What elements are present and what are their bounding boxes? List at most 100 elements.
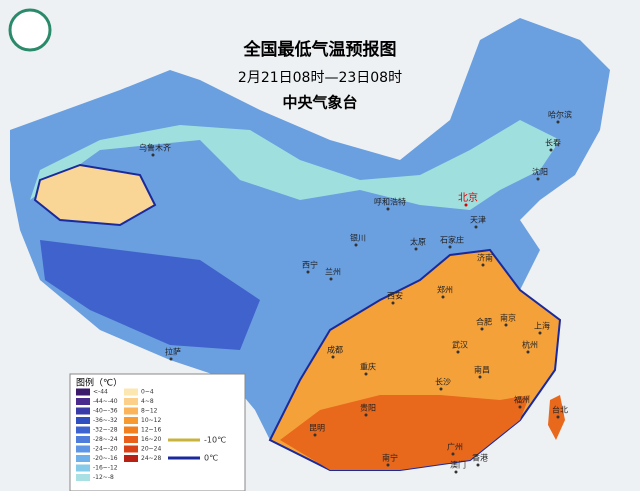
city-label: 太原 (410, 237, 426, 247)
city-label: 西安 (387, 291, 403, 301)
legend-label: -40~-36 (93, 408, 118, 415)
city-label: 香港 (472, 453, 488, 463)
legend-swatch (124, 407, 138, 415)
legend-line-label: -10℃ (204, 436, 226, 445)
city-label: 贵阳 (360, 403, 376, 413)
city-label: 拉萨 (165, 347, 181, 357)
city-label: 武汉 (452, 340, 468, 350)
legend-swatch (124, 417, 138, 424)
city-label: 成都 (327, 345, 343, 355)
legend-label: -16~-12 (93, 465, 118, 472)
city-dot (391, 301, 395, 305)
period: 2月21日08时—23日08时 (238, 70, 402, 86)
city-label: 上海 (534, 321, 550, 331)
legend-label: 0~4 (141, 389, 154, 396)
legend-swatch (124, 426, 138, 434)
legend-swatch (76, 436, 90, 443)
city-label: 石家庄 (440, 235, 464, 245)
city-label: 澳门 (450, 460, 466, 470)
legend-label: -24~-20 (93, 446, 118, 453)
city-label: 沈阳 (532, 167, 548, 177)
city-dot (536, 177, 540, 181)
city-dot (329, 277, 333, 281)
city-dot (454, 470, 458, 474)
city-dot (464, 203, 468, 207)
legend-label: 10~12 (141, 417, 161, 424)
legend-label: <-44 (93, 389, 108, 396)
city-label: 天津 (470, 215, 486, 225)
city-dot (518, 405, 522, 409)
legend-swatch (124, 436, 138, 443)
legend-label: 24~28 (141, 455, 161, 462)
city-label: 西宁 (302, 260, 318, 270)
city-label: 银川 (350, 233, 366, 243)
city-label: 台北 (552, 405, 568, 415)
city-dot (448, 245, 452, 249)
taiwan (548, 395, 565, 440)
city-label: 乌鲁木齐 (139, 143, 171, 153)
city-dot (364, 372, 368, 376)
city-dot (549, 148, 553, 152)
city-label: 长沙 (435, 377, 451, 387)
legend-swatch (76, 388, 90, 396)
legend-swatch (124, 445, 138, 453)
city-dot (386, 207, 390, 211)
city-dot (481, 263, 485, 267)
legend-swatch (76, 474, 90, 481)
city-label: 重庆 (360, 362, 376, 372)
city-dot (331, 355, 335, 359)
city-label: 南京 (500, 313, 516, 323)
basin (33, 163, 157, 227)
source: 中央气象台 (282, 94, 357, 112)
legend-label: -28~-24 (93, 436, 118, 443)
city-label: 广州 (447, 442, 463, 452)
legend-swatch (76, 445, 90, 453)
city-dot (441, 295, 445, 299)
city-dot (313, 433, 317, 437)
legend-label: -32~-28 (93, 427, 118, 434)
legend-swatch (76, 398, 90, 405)
legend-swatch (124, 455, 138, 462)
legend-label: 20~24 (141, 446, 161, 453)
city-dot (169, 357, 173, 361)
city-label: 昆明 (309, 424, 325, 433)
city-dot (451, 452, 455, 456)
city-label: 南宁 (382, 453, 398, 463)
logo (8, 8, 52, 52)
city-dot (504, 323, 508, 327)
city-dot (306, 270, 310, 274)
city-dot (476, 463, 480, 467)
city-dot (364, 413, 368, 417)
city-dot (556, 120, 560, 124)
city-label: 兰州 (325, 267, 341, 277)
city-dot (439, 387, 443, 391)
legend-label: -20~-16 (93, 455, 118, 462)
legend-swatch (76, 464, 90, 472)
legend-swatch (76, 426, 90, 434)
city-dot (386, 463, 390, 467)
city-label: 杭州 (522, 340, 538, 350)
city-dot (478, 375, 482, 379)
city-label: 南昌 (474, 365, 490, 375)
legend-label: 4~8 (141, 398, 154, 405)
cold-zone (30, 120, 560, 210)
legend-swatch (124, 388, 138, 396)
city-label: 福州 (514, 396, 530, 405)
legend-swatch (76, 417, 90, 424)
legend-line-label: 0℃ (204, 454, 218, 463)
legend-label: -12~-8 (93, 474, 114, 481)
city-label: 哈尔滨 (548, 110, 572, 120)
legend-swatch (76, 407, 90, 415)
city-dot (414, 247, 418, 251)
city-dot (556, 415, 560, 419)
title: 全国最低气温预报图 (243, 39, 397, 60)
legend-box (69, 373, 246, 492)
city-label: 呼和浩特 (374, 197, 406, 207)
city-label: 长春 (545, 138, 561, 148)
legend-title: 图例（℃） (76, 377, 122, 389)
legend-label: -36~-32 (93, 417, 118, 424)
city-dot (526, 350, 530, 354)
city-dot (151, 153, 155, 157)
city-dot (456, 350, 460, 354)
hot-zone (280, 395, 530, 470)
